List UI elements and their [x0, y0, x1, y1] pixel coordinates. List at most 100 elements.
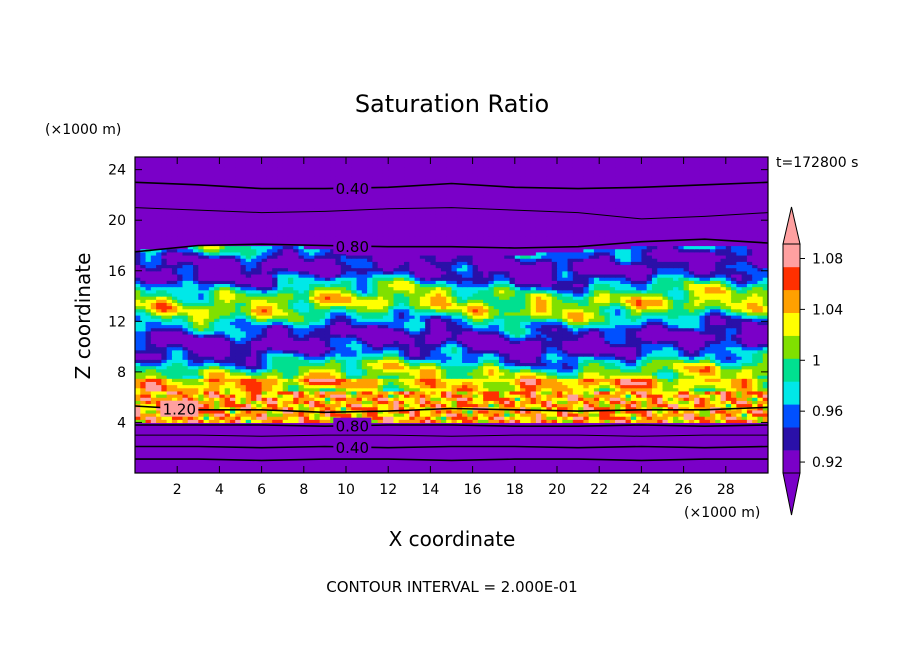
field-cell [578, 362, 584, 367]
field-cell [636, 365, 643, 370]
field-cell [382, 397, 389, 401]
field-cell [667, 387, 674, 392]
field-cell [404, 390, 410, 395]
field-cell [651, 469, 658, 473]
field-cell [752, 381, 759, 386]
field-cell [456, 431, 463, 436]
field-cell [198, 441, 205, 446]
field-cell [615, 397, 621, 401]
field-cell [530, 403, 537, 408]
field-cell [699, 390, 706, 395]
field-cell [578, 375, 584, 379]
y-unit-label: (×1000 m) [45, 122, 121, 138]
field-cell [393, 400, 400, 405]
field-cell [625, 378, 632, 382]
field-cell [324, 435, 331, 439]
field-cell [272, 359, 279, 363]
field-cell [477, 375, 484, 379]
field-cell [251, 365, 257, 370]
field-cell [651, 457, 658, 461]
field-cell [198, 406, 205, 411]
field-cell [709, 394, 716, 398]
field-cell [736, 368, 743, 373]
field-cell [657, 469, 664, 473]
field-cell [409, 409, 416, 414]
field-cell [156, 406, 162, 411]
field-cell [324, 381, 331, 386]
field-cell [214, 390, 221, 395]
field-cell [514, 365, 521, 370]
field-cell [398, 375, 405, 379]
field-cell [367, 406, 373, 411]
field-cell [266, 460, 273, 465]
field-cell [293, 394, 300, 398]
field-cell [593, 403, 600, 408]
field-cell [351, 431, 358, 436]
field-cell [673, 409, 679, 414]
field-cell [335, 394, 342, 398]
field-cell [483, 390, 490, 395]
field-cell [546, 368, 553, 373]
field-cell [351, 466, 358, 471]
field-cell [314, 378, 321, 382]
field-cell [562, 438, 569, 442]
field-cell [193, 397, 199, 401]
field-cell [309, 378, 315, 382]
field-cell [340, 460, 347, 465]
field-cell [145, 356, 152, 360]
field-cell [636, 454, 643, 458]
field-cell [525, 375, 532, 379]
field-cell [583, 435, 590, 439]
field-cell [393, 397, 400, 401]
field-cell [498, 368, 505, 373]
field-cell [261, 435, 268, 439]
field-cell [377, 444, 384, 449]
field-cell [324, 460, 331, 465]
field-cell [272, 435, 279, 439]
field-cell [694, 435, 701, 439]
field-cell [287, 450, 294, 455]
field-cell [593, 428, 600, 433]
field-cell [282, 375, 289, 379]
field-cell [462, 403, 468, 408]
field-cell [198, 431, 205, 436]
field-cell [757, 431, 764, 436]
field-cell [477, 466, 484, 471]
field-cell [651, 381, 658, 386]
field-cell [657, 384, 664, 389]
field-cell [599, 384, 606, 389]
field-cell [277, 438, 284, 442]
field-cell [493, 425, 500, 430]
field-cell [440, 466, 447, 471]
field-cell [709, 444, 716, 449]
field-cell [493, 428, 500, 433]
field-cell [235, 394, 242, 398]
field-cell [182, 375, 189, 379]
field-cell [166, 466, 173, 471]
field-cell [245, 416, 252, 420]
field-cell [704, 368, 711, 373]
field-cell [451, 409, 458, 414]
field-cell [245, 425, 252, 430]
field-cell [135, 375, 141, 379]
field-cell [398, 387, 405, 392]
field-cell [641, 409, 648, 414]
field-cell [530, 394, 537, 398]
field-cell [314, 365, 321, 370]
field-cell [198, 368, 205, 373]
field-cell [235, 390, 242, 395]
field-cell [688, 469, 695, 473]
field-cell [404, 387, 410, 392]
field-cell [651, 460, 658, 465]
field-cell [625, 387, 632, 392]
field-cell [330, 397, 337, 401]
field-cell [303, 406, 310, 411]
field-cell [282, 425, 289, 430]
field-cell [208, 390, 215, 395]
field-cell [731, 378, 737, 382]
field-cell [377, 463, 384, 468]
field-cell [646, 365, 653, 370]
field-cell [187, 463, 194, 468]
field-cell [477, 435, 484, 439]
field-cell [604, 409, 611, 414]
